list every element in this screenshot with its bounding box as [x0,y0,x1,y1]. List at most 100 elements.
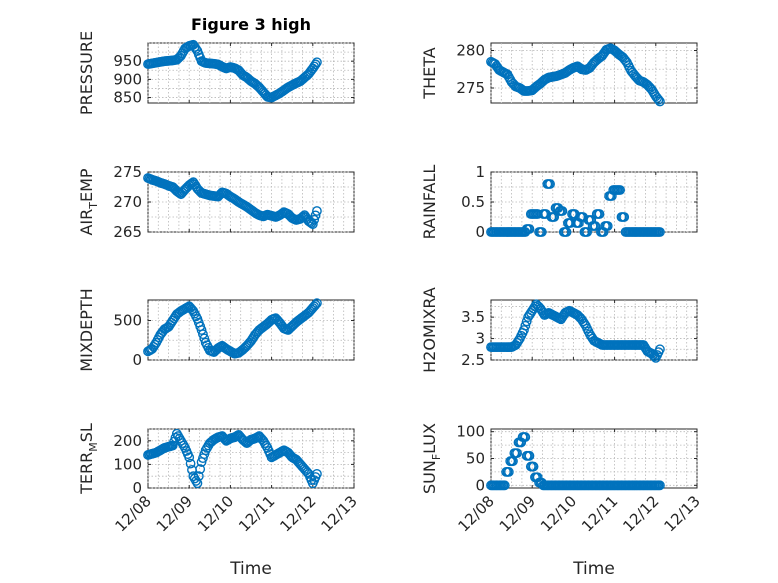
data-point [192,478,203,489]
data-points [486,432,665,491]
x-tick-label: 12/12 [276,492,319,535]
data-point [191,476,201,486]
y-tick-label: 0.5 [461,193,485,211]
y-tick-label: 280 [456,42,485,60]
data-point [195,464,206,475]
data-point [309,214,320,225]
gridlines [490,171,698,233]
data-point [310,299,321,310]
y-axis-label: TERRMSL [77,423,100,495]
data-point [499,480,510,491]
data-point [309,301,320,312]
y-tick-label: 2.5 [461,351,485,369]
x-tick-label: 12/13 [661,492,704,535]
data-point [582,227,593,237]
y-axis-label: MIXDEPTH [77,288,96,371]
y-tick-label: 0 [475,476,485,494]
data-point [519,325,529,335]
data-point [310,210,321,221]
y-tick-label: 50 [466,450,485,468]
data-point [191,44,201,54]
data-point [307,219,318,230]
data-points [486,179,665,237]
y-tick-label: 275 [456,79,485,97]
y-tick-label: 3 [475,330,485,348]
data-point [196,325,207,335]
x-tick-label: 12/09 [153,492,196,535]
subplot-theta: 275 280 THETA [420,42,698,107]
data-points [143,39,322,103]
data-point [312,468,322,479]
y-tick-label: 500 [113,312,142,330]
data-points [143,428,322,489]
y-tick-label: 900 [113,70,142,88]
axes-box [490,299,698,361]
y-axis-label: THETA [420,47,439,99]
data-point [653,94,664,105]
y-axis-label: AIRTEMP [77,168,100,235]
data-point [171,428,182,439]
data-point [178,440,189,451]
data-point [524,224,535,234]
data-point [648,350,658,360]
x-tick-label: 12/10 [537,492,580,535]
data-point [312,57,322,68]
data-points [143,173,322,230]
y-axis-label: H2OMIXRA [420,287,439,373]
x-tick-label: 12/09 [496,492,539,535]
data-point [312,206,322,216]
x-tick-label: 12/10 [194,492,237,535]
x-tick-label: 12/08 [455,492,498,535]
data-point [579,318,590,329]
data-point [310,59,321,70]
y-tick-label: 950 [113,52,142,70]
data-point [188,471,199,482]
x-tick-label: 12/11 [235,492,278,535]
data-point [594,209,605,219]
data-point [655,344,665,355]
x-tick-label: 12/11 [578,492,621,535]
data-point [561,227,572,237]
subplot-h2omixra: 2.5 3 3.5 H2OMIXRA [420,287,698,373]
data-point [258,435,269,446]
data-point [524,450,535,461]
data-point [176,435,186,446]
data-point [549,212,560,222]
y-tick-label: 0 [132,351,142,369]
data-point [503,467,514,477]
x-tick-label: 12/08 [112,492,155,535]
data-point [655,96,665,107]
figure-title: Figure 3 high [191,15,311,34]
subplot-air_temp: 265 270 275 AIRTEMP [77,163,355,241]
data-point [200,445,211,456]
data-point [174,433,185,444]
data-point [312,298,322,309]
x-tick-label: 12/12 [619,492,662,535]
x-axis-label-left: Time [229,559,272,579]
data-point [198,329,208,340]
y-tick-label: 200 [113,432,142,450]
y-tick-label: 100 [113,455,142,473]
data-points [143,298,322,359]
data-point [545,179,555,189]
data-point [259,438,270,449]
data-point [184,452,195,463]
data-points [486,43,665,107]
data-point [513,335,524,346]
data-point [512,448,522,459]
x-tick-label: 12/13 [318,492,361,535]
data-point [149,339,160,350]
y-tick-label: 100 [456,423,485,441]
x-axis-label-right: Time [572,559,615,579]
data-point [520,320,531,331]
y-tick-label: 275 [113,163,142,181]
y-tick-label: 270 [113,193,142,211]
data-point [528,461,539,472]
data-point [655,480,665,491]
data-point [619,212,630,222]
